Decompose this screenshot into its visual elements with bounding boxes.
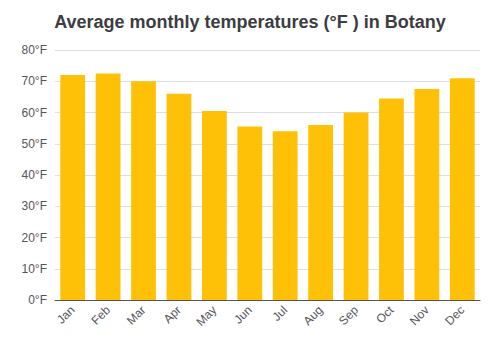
svg-text:Apr: Apr xyxy=(161,303,184,326)
svg-text:Dec: Dec xyxy=(442,303,467,328)
svg-text:70°F: 70°F xyxy=(22,74,47,88)
svg-text:May: May xyxy=(193,303,219,329)
svg-text:Jun: Jun xyxy=(231,303,255,327)
svg-text:Oct: Oct xyxy=(373,303,397,327)
svg-text:Mar: Mar xyxy=(124,303,149,327)
svg-text:Jul: Jul xyxy=(269,303,290,324)
svg-text:50°F: 50°F xyxy=(22,137,47,151)
svg-text:60°F: 60°F xyxy=(22,106,47,120)
svg-text:Aug: Aug xyxy=(301,303,326,328)
svg-text:40°F: 40°F xyxy=(22,168,47,182)
svg-text:10°F: 10°F xyxy=(22,262,47,276)
svg-text:Nov: Nov xyxy=(407,303,432,328)
svg-text:80°F: 80°F xyxy=(22,43,47,57)
svg-text:Sep: Sep xyxy=(336,303,361,328)
svg-text:20°F: 20°F xyxy=(22,231,47,245)
svg-text:Feb: Feb xyxy=(89,303,114,328)
svg-text:Average monthly temperatures (: Average monthly temperatures (°F ) in Bo… xyxy=(54,12,446,32)
svg-text:Jan: Jan xyxy=(54,303,78,327)
svg-text:30°F: 30°F xyxy=(22,199,47,213)
svg-text:0°F: 0°F xyxy=(28,293,47,307)
